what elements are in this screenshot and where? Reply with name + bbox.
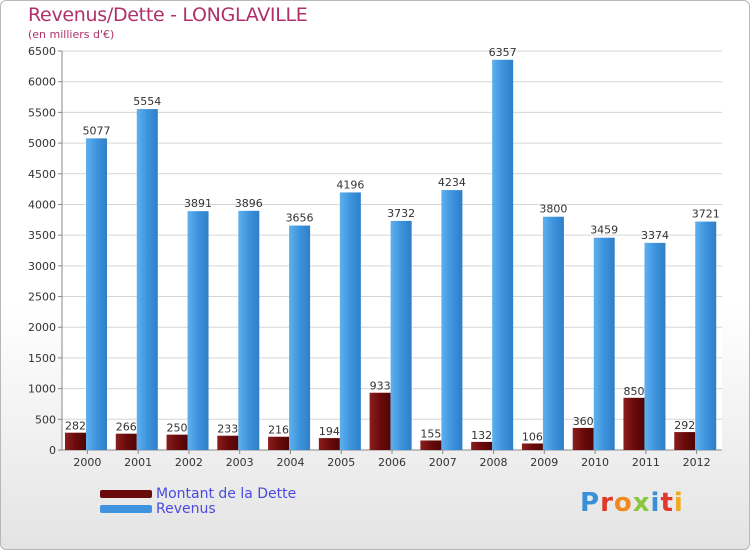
logo-letter: i (650, 488, 661, 518)
data-label-revenus: 3721 (692, 208, 720, 221)
x-tick-label: 2006 (378, 456, 406, 469)
data-label-dette: 155 (420, 427, 441, 440)
bar-dette (166, 434, 188, 450)
bar-revenus (289, 225, 311, 450)
bar-revenus (86, 138, 107, 450)
y-tick-label: 6500 (28, 45, 56, 58)
bar-dette (115, 433, 137, 450)
y-tick-label: 4500 (28, 168, 56, 181)
data-label-dette: 233 (217, 423, 238, 436)
data-label-dette: 266 (116, 421, 137, 434)
logo-letter: r (600, 488, 614, 518)
logo-letter: P (580, 488, 601, 518)
bar-revenus (695, 221, 717, 450)
logo-letter: i (673, 488, 684, 518)
y-tick-label: 1500 (28, 352, 56, 365)
data-label-dette: 106 (522, 430, 543, 443)
data-label-revenus: 5554 (133, 95, 161, 108)
x-tick-label: 2005 (327, 456, 355, 469)
logo-letter: t (660, 488, 674, 518)
data-label-revenus: 4234 (438, 176, 466, 189)
y-tick-label: 3500 (28, 229, 56, 242)
chart-title: Revenus/Dette - LONGLAVILLE (28, 4, 308, 26)
legend-item-revenus: Revenus (100, 500, 296, 517)
data-label-revenus: 3800 (539, 203, 567, 216)
data-label-revenus: 3896 (235, 197, 263, 210)
bar-revenus (238, 210, 260, 450)
y-tick-label: 3000 (28, 260, 56, 273)
data-label-dette: 282 (65, 420, 86, 433)
x-tick-label: 2007 (429, 456, 457, 469)
bar-dette (369, 392, 391, 450)
bar-revenus (441, 190, 463, 450)
data-label-revenus: 3459 (590, 224, 618, 237)
x-tick-label: 2001 (124, 456, 152, 469)
bar-dette (217, 435, 239, 450)
chart-subtitle: (en milliers d'€) (28, 28, 115, 41)
y-tick-label: 5000 (28, 137, 56, 150)
data-label-dette: 250 (167, 422, 188, 435)
y-tick-label: 5500 (28, 106, 56, 119)
bar-dette (318, 438, 340, 450)
bar-dette (268, 436, 290, 450)
legend-label-dette: Montant de la Dette (156, 485, 297, 502)
data-label-revenus: 5077 (83, 124, 111, 137)
data-label-dette: 933 (370, 380, 391, 393)
data-label-dette: 360 (573, 415, 594, 428)
bar-dette (65, 432, 86, 450)
data-label-revenus: 4196 (336, 178, 364, 191)
bar-revenus (187, 211, 209, 450)
legend: Montant de la Dette Revenus (100, 485, 297, 517)
bar-dette (572, 427, 594, 450)
data-label-dette: 850 (623, 385, 644, 398)
x-tick-label: 2003 (226, 456, 254, 469)
x-tick-label: 2012 (683, 456, 711, 469)
data-label-revenus: 6357 (489, 46, 517, 59)
bar-dette (471, 441, 493, 450)
bar-revenus (136, 109, 158, 450)
data-label-revenus: 3656 (286, 212, 314, 225)
x-tick-label: 2011 (632, 456, 660, 469)
x-tick-label: 2008 (480, 456, 508, 469)
logo-letter: o (613, 488, 633, 518)
x-tick-label: 2004 (276, 456, 304, 469)
data-label-dette: 132 (471, 429, 492, 442)
x-tick-label: 2010 (581, 456, 609, 469)
bar-revenus (492, 59, 514, 450)
bar-revenus (542, 216, 564, 450)
bar-revenus (390, 220, 412, 450)
bar-dette (674, 432, 696, 450)
legend-swatch-revenus (100, 504, 152, 513)
data-label-revenus: 3732 (387, 207, 415, 220)
data-label-dette: 216 (268, 424, 289, 437)
bar-revenus (644, 242, 666, 450)
y-tick-label: 500 (35, 413, 56, 426)
proxiti-logo: Proxiti (580, 488, 684, 518)
data-label-revenus: 3374 (641, 229, 669, 242)
data-label-revenus: 3891 (184, 197, 212, 210)
y-tick-label: 2000 (28, 321, 56, 334)
bar-revenus (339, 192, 361, 450)
y-tick-label: 0 (49, 444, 56, 457)
x-tick-label: 2002 (175, 456, 203, 469)
x-tick-label: 2000 (73, 456, 101, 469)
x-tick-label: 2009 (530, 456, 558, 469)
bar-dette (623, 397, 645, 450)
data-label-dette: 194 (319, 425, 340, 438)
y-tick-label: 2500 (28, 291, 56, 304)
bar-revenus (593, 237, 615, 450)
legend-label-revenus: Revenus (156, 500, 216, 517)
y-tick-label: 6000 (28, 76, 56, 89)
legend-item-dette: Montant de la Dette (100, 485, 297, 502)
y-tick-label: 1000 (28, 383, 56, 396)
y-tick-label: 4000 (28, 198, 56, 211)
bar-dette (521, 443, 543, 450)
data-label-dette: 292 (674, 419, 695, 432)
bar-dette (420, 440, 442, 450)
logo-letter: x (632, 488, 651, 518)
legend-swatch-dette (100, 489, 152, 498)
